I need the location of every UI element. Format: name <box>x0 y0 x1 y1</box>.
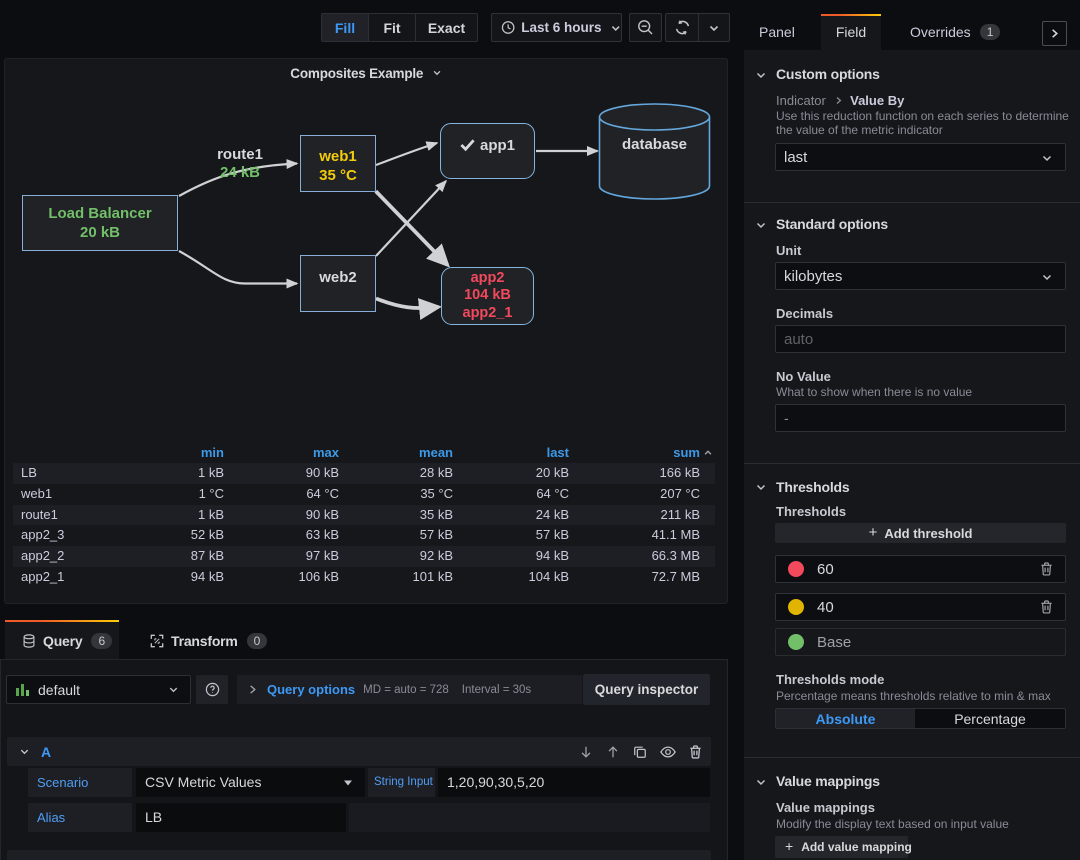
svg-text:database: database <box>622 136 687 153</box>
